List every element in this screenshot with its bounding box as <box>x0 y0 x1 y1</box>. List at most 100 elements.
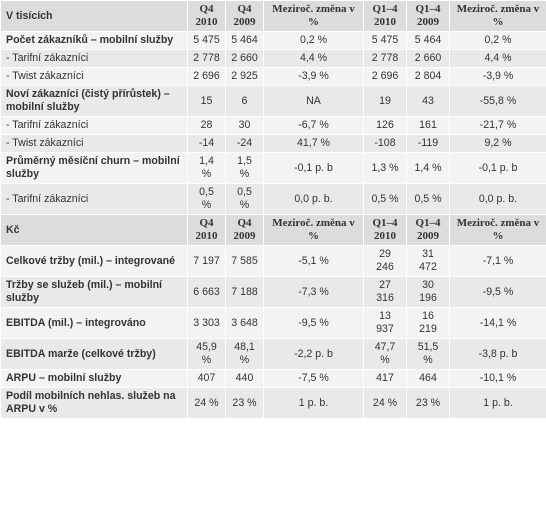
header-row-units: V tisících Q4 2010 Q4 2009 Meziroč. změna v… <box>0 0 546 32</box>
value-cell: 7 197 <box>187 245 226 277</box>
value-cell: 1 p. b. <box>449 387 546 419</box>
row-label: - Tarifní zákazníci <box>0 183 188 215</box>
value-cell: 30 <box>225 116 264 135</box>
value-cell: 464 <box>406 369 450 388</box>
header-column-cell: Meziroč. změna v % <box>263 214 364 246</box>
value-cell: 3 648 <box>225 307 264 339</box>
header-label-cell: Kč <box>0 214 188 246</box>
value-cell: 440 <box>225 369 264 388</box>
value-cell: -9,5 % <box>449 276 546 308</box>
value-cell: -55,8 % <box>449 85 546 117</box>
table-row: Celkové tržby (mil.) – integrované 7 197 7… <box>0 245 546 277</box>
value-cell: 2 696 <box>363 67 407 86</box>
value-cell: -119 <box>406 134 450 153</box>
row-label: EBITDA marže (celkové tržby) <box>0 338 188 370</box>
table-row: - Tarifní zákazníci 28 30 -6,7 % 126 161 -21,7… <box>0 116 546 135</box>
value-cell: 0,0 p. b. <box>263 183 364 215</box>
row-label: EBITDA (mil.) – integrováno <box>0 307 188 339</box>
value-cell: 5 475 <box>187 31 226 50</box>
value-cell: 4,4 % <box>263 49 364 68</box>
header-column-cell: Q4 2009 <box>225 214 264 246</box>
value-cell: 5 464 <box>225 31 264 50</box>
value-cell: 47,7 % <box>363 338 407 370</box>
value-cell: 29 246 <box>363 245 407 277</box>
value-cell: 0,5 % <box>363 183 407 215</box>
value-cell: -14,1 % <box>449 307 546 339</box>
value-cell: 24 % <box>363 387 407 419</box>
value-cell: -2,2 p. b <box>263 338 364 370</box>
value-cell: -7,3 % <box>263 276 364 308</box>
value-cell: 48,1 % <box>225 338 264 370</box>
value-cell: -0,1 p. b <box>263 152 364 184</box>
header-column-cell: Q1–4 2009 <box>406 0 450 32</box>
value-cell: NA <box>263 85 364 117</box>
value-cell: 2 778 <box>187 49 226 68</box>
row-label: Noví zákazníci (čistý přírůstek) – mobil… <box>0 85 188 117</box>
kpi-table-body: V tisících Q4 2010 Q4 2009 Meziroč. změna v… <box>0 0 546 419</box>
header-column-cell: Q4 2009 <box>225 0 264 32</box>
table-row: Tržby se služeb (mil.) – mobilní služby 6… <box>0 276 546 308</box>
value-cell: 23 % <box>406 387 450 419</box>
value-cell: 161 <box>406 116 450 135</box>
value-cell: 45,9 % <box>187 338 226 370</box>
table-row: - Tarifní zákazníci 2 778 2 660 4,4 % 2 778 2… <box>0 49 546 68</box>
value-cell: 417 <box>363 369 407 388</box>
value-cell: -3,9 % <box>263 67 364 86</box>
value-cell: 28 <box>187 116 226 135</box>
value-cell: 2 925 <box>225 67 264 86</box>
row-label: Průměrný měsíční churn – mobilní služby <box>0 152 188 184</box>
value-cell: 9,2 % <box>449 134 546 153</box>
table-row: - Twist zákazníci -14 -24 41,7 % -108 -119 9,2… <box>0 134 546 153</box>
header-row-currency: Kč Q4 2010 Q4 2009 Meziroč. změna v % Q1–4 2… <box>0 214 546 246</box>
value-cell: -9,5 % <box>263 307 364 339</box>
value-cell: 23 % <box>225 387 264 419</box>
value-cell: 27 316 <box>363 276 407 308</box>
value-cell: 5 464 <box>406 31 450 50</box>
row-label: ARPU – mobilní služby <box>0 369 188 388</box>
value-cell: -7,1 % <box>449 245 546 277</box>
row-label: - Twist zákazníci <box>0 134 188 153</box>
row-label: - Tarifní zákazníci <box>0 116 188 135</box>
value-cell: -10,1 % <box>449 369 546 388</box>
value-cell: 2 696 <box>187 67 226 86</box>
value-cell: 1 p. b. <box>263 387 364 419</box>
table-row: Průměrný měsíční churn – mobilní služby 1… <box>0 152 546 184</box>
header-column-cell: Q4 2010 <box>187 214 226 246</box>
value-cell: 1,3 % <box>363 152 407 184</box>
header-label-cell: V tisících <box>0 0 188 32</box>
value-cell: -7,5 % <box>263 369 364 388</box>
table-row: Noví zákazníci (čistý přírůstek) – mobil… <box>0 85 546 117</box>
value-cell: 51,5 % <box>406 338 450 370</box>
header-column-cell: Meziroč. změna v % <box>263 0 364 32</box>
value-cell: 126 <box>363 116 407 135</box>
value-cell: 4,4 % <box>449 49 546 68</box>
value-cell: -14 <box>187 134 226 153</box>
value-cell: 3 303 <box>187 307 226 339</box>
value-cell: 43 <box>406 85 450 117</box>
row-label: - Twist zákazníci <box>0 67 188 86</box>
row-label: Tržby se služeb (mil.) – mobilní služby <box>0 276 188 308</box>
value-cell: 24 % <box>187 387 226 419</box>
value-cell: 2 660 <box>225 49 264 68</box>
value-cell: -0,1 p. b <box>449 152 546 184</box>
value-cell: 2 778 <box>363 49 407 68</box>
table-row: - Tarifní zákazníci 0,5 % 0,5 % 0,0 p. b. 0,… <box>0 183 546 215</box>
value-cell: 30 196 <box>406 276 450 308</box>
header-column-cell: Q1–4 2009 <box>406 214 450 246</box>
value-cell: -6,7 % <box>263 116 364 135</box>
row-label: Celkové tržby (mil.) – integrované <box>0 245 188 277</box>
value-cell: -24 <box>225 134 264 153</box>
value-cell: 0,0 p. b. <box>449 183 546 215</box>
value-cell: -108 <box>363 134 407 153</box>
value-cell: 407 <box>187 369 226 388</box>
value-cell: 1,4 % <box>187 152 226 184</box>
table-row: Podíl mobilních nehlas. služeb na ARPU v… <box>0 387 546 419</box>
header-column-cell: Meziroč. změna v % <box>449 214 546 246</box>
value-cell: 7 188 <box>225 276 264 308</box>
value-cell: 31 472 <box>406 245 450 277</box>
table-row: - Twist zákazníci 2 696 2 925 -3,9 % 2 696 2 … <box>0 67 546 86</box>
value-cell: 7 585 <box>225 245 264 277</box>
value-cell: 0,5 % <box>406 183 450 215</box>
header-column-cell: Q4 2010 <box>187 0 226 32</box>
value-cell: 16 219 <box>406 307 450 339</box>
